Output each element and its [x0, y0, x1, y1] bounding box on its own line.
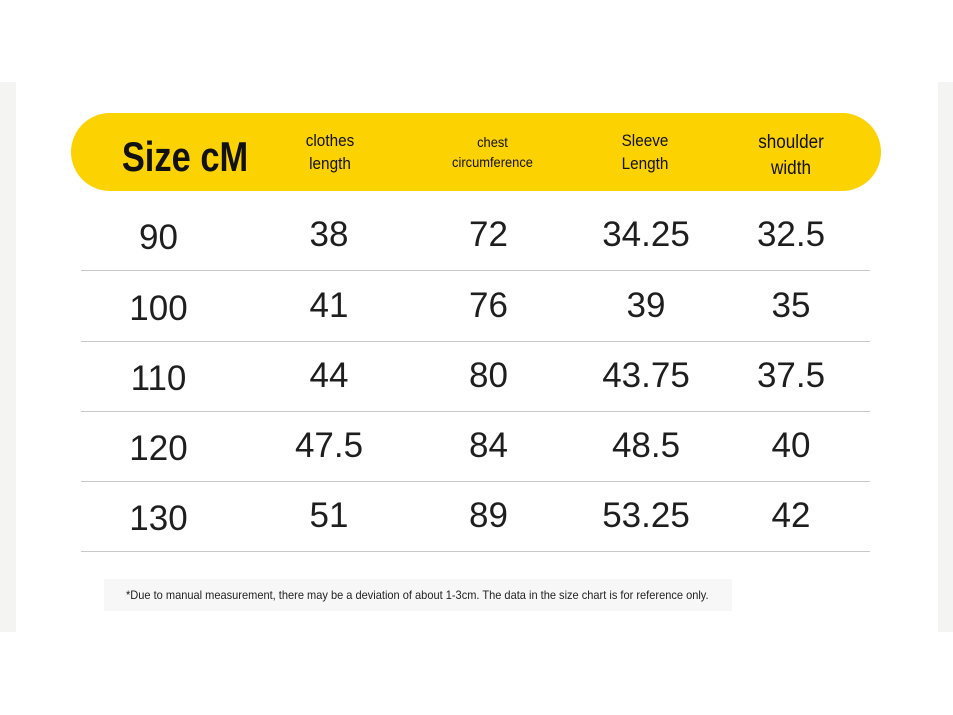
table-row: 120 47.5 84 48.5 40: [81, 411, 870, 482]
cell-clothes-length: 38: [309, 215, 349, 254]
cell-sleeve: 39: [626, 286, 666, 325]
cell-shoulder: 42: [771, 496, 811, 535]
cell-shoulder: 32.5: [756, 215, 826, 254]
cell-size: 100: [129, 289, 188, 328]
cell-clothes-length: 47.5: [294, 426, 364, 465]
header-clothes-length: clothes length: [305, 131, 355, 173]
measurement-disclaimer: *Due to manual measurement, there may be…: [104, 579, 732, 611]
cell-chest: 89: [469, 496, 508, 535]
cell-size: 120: [129, 429, 188, 468]
cell-clothes-length: 51: [309, 496, 349, 535]
header-shoulder-width: shoulder width: [758, 132, 824, 179]
cell-shoulder: 35: [771, 286, 811, 325]
header-size: Size cM: [121, 133, 249, 180]
cell-chest: 80: [469, 356, 508, 395]
cell-shoulder: 37.5: [756, 356, 826, 395]
cell-chest: 76: [469, 286, 508, 325]
cell-chest: 72: [469, 215, 508, 254]
table-row: 110 44 80 43.75 37.5: [81, 341, 870, 412]
cell-size: 110: [130, 359, 187, 398]
cell-sleeve: 53.25: [602, 496, 690, 535]
cell-clothes-length: 44: [309, 356, 349, 395]
table-row: 100 41 76 39 35: [81, 271, 870, 342]
cell-sleeve: 43.75: [602, 356, 690, 395]
cell-chest: 84: [469, 426, 508, 465]
cell-clothes-length: 41: [309, 286, 349, 325]
cell-size: 90: [139, 218, 178, 257]
table-row: 90 38 72 34.25 32.5: [81, 200, 870, 271]
header-sleeve-length: Sleeve Length: [621, 131, 669, 173]
header-chest-circumference: chest circumference: [452, 134, 533, 170]
disclaimer-text: *Due to manual measurement, there may be…: [126, 588, 709, 602]
cell-sleeve: 34.25: [602, 215, 690, 254]
cell-sleeve: 48.5: [611, 426, 681, 465]
cell-shoulder: 40: [771, 426, 811, 465]
cell-size: 130: [129, 499, 188, 538]
table-row: 130 51 89 53.25 42: [81, 481, 870, 552]
table-header-bar: [71, 113, 881, 191]
